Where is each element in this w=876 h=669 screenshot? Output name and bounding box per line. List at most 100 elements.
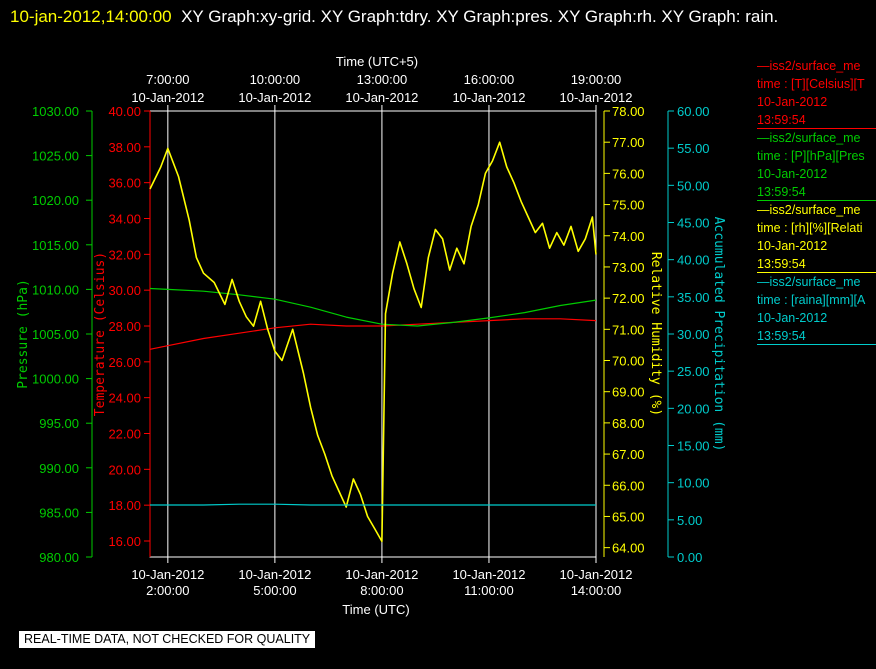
x-top-tick-label-time: 10:00:00 xyxy=(250,72,301,87)
legend-entry-rule xyxy=(757,344,876,345)
precipitation-tick-label: 40.00 xyxy=(677,253,710,268)
precipitation-tick-label: 50.00 xyxy=(677,178,710,193)
temperature-axis-label: Temperature (Celsius) xyxy=(93,252,108,416)
x-top-tick-label-date: 10-Jan-2012 xyxy=(452,90,525,105)
temperature-tick-label: 40.00 xyxy=(108,104,141,119)
pressure-tick-label: 1005.00 xyxy=(32,327,79,342)
humidity-tick-label: 76.00 xyxy=(612,166,645,181)
legend-entry: —iss2/surface_me time : [T][Celsius][T 10-… xyxy=(757,57,876,129)
precipitation-tick-label: 10.00 xyxy=(677,476,710,491)
pressure-tick-label: 995.00 xyxy=(39,416,79,431)
quality-disclaimer: REAL-TIME DATA, NOT CHECKED FOR QUALITY xyxy=(19,631,316,648)
plot-frame xyxy=(149,110,597,558)
humidity-tick-label: 72.00 xyxy=(612,291,645,306)
legend-entry-line3: 10-Jan-2012 xyxy=(757,167,828,181)
pressure-tick-label: 1015.00 xyxy=(32,238,79,253)
temperature-tick-label: 38.00 xyxy=(108,140,141,155)
legend-entry-line1: —iss2/surface_me xyxy=(757,131,861,145)
legend-entry-line2: time : [raina][mm][A xyxy=(757,293,866,307)
x-top-tick-label-date: 10-Jan-2012 xyxy=(345,90,418,105)
precipitation-tick-label: 5.00 xyxy=(677,513,702,528)
humidity-tick-label: 75.00 xyxy=(612,198,645,213)
pressure-series-line xyxy=(149,287,597,327)
temperature-tick-label: 36.00 xyxy=(108,176,141,191)
temperature-tick-label: 16.00 xyxy=(108,534,141,549)
temperature-tick-label: 18.00 xyxy=(108,498,141,513)
pressure-tick-label: 990.00 xyxy=(39,461,79,476)
temperature-tick-label: 24.00 xyxy=(108,391,141,406)
x-tick-label-time: 5:00:00 xyxy=(253,583,296,598)
x-top-tick-label-time: 13:00:00 xyxy=(357,72,408,87)
legend-entry-line4: 13:59:54 xyxy=(757,113,806,127)
humidity-axis-label: Relative Humidity (%) xyxy=(648,252,663,416)
humidity-tick-label: 65.00 xyxy=(612,509,645,524)
humidity-tick-label: 67.00 xyxy=(612,447,645,462)
precipitation-tick-label: 60.00 xyxy=(677,104,710,119)
x-tick-label-time: 14:00:00 xyxy=(571,583,622,598)
precipitation-axis-label: Accumulated Precipitation (mm) xyxy=(711,217,726,452)
temperature-tick-label: 22.00 xyxy=(108,427,141,442)
pressure-tick-label: 980.00 xyxy=(39,550,79,565)
legend-entry-line3: 10-Jan-2012 xyxy=(757,239,828,253)
graph-list-title: XY Graph:xy-grid. XY Graph:tdry. XY Grap… xyxy=(181,7,779,26)
pressure-tick-label: 1000.00 xyxy=(32,372,79,387)
precipitation-tick-label: 15.00 xyxy=(677,439,710,454)
legend-entry-rule xyxy=(757,272,876,273)
precipitation-tick-label: 35.00 xyxy=(677,290,710,305)
temperature-tick-label: 28.00 xyxy=(108,319,141,334)
legend-entry-line2: time : [P][hPa][Pres xyxy=(757,149,865,163)
legend-entry-line2: time : [T][Celsius][T xyxy=(757,77,865,91)
legend-entry-line4: 13:59:54 xyxy=(757,257,806,271)
x-top-tick-label-date: 10-Jan-2012 xyxy=(238,90,311,105)
humidity-series-line xyxy=(149,141,597,543)
precipitation-tick-label: 25.00 xyxy=(677,364,710,379)
temperature-tick-label: 30.00 xyxy=(108,283,141,298)
temperature-series-line xyxy=(149,318,597,350)
x-tick-label-date: 10-Jan-2012 xyxy=(238,567,311,582)
graph-timestamp: 10-jan-2012,14:00:00 xyxy=(10,7,172,26)
x-top-tick-label-time: 7:00:00 xyxy=(146,72,189,87)
humidity-tick-label: 66.00 xyxy=(612,478,645,493)
temperature-tick-label: 34.00 xyxy=(108,212,141,227)
pressure-tick-label: 1020.00 xyxy=(32,193,79,208)
legend-entry-line3: 10-Jan-2012 xyxy=(757,311,828,325)
precipitation-tick-label: 45.00 xyxy=(677,216,710,231)
x-tick-label-date: 10-Jan-2012 xyxy=(452,567,525,582)
pressure-tick-label: 1010.00 xyxy=(32,282,79,297)
x-top-tick-label-date: 10-Jan-2012 xyxy=(131,90,204,105)
humidity-tick-label: 68.00 xyxy=(612,416,645,431)
legend-entry-line4: 13:59:54 xyxy=(757,185,806,199)
precipitation-series-line xyxy=(150,503,596,506)
x-tick-label-time: 2:00:00 xyxy=(146,583,189,598)
humidity-tick-label: 70.00 xyxy=(612,354,645,369)
humidity-tick-label: 69.00 xyxy=(612,385,645,400)
humidity-tick-label: 77.00 xyxy=(612,135,645,150)
legend-entry-line1: —iss2/surface_me xyxy=(757,275,861,289)
pressure-tick-label: 1025.00 xyxy=(32,149,79,164)
precipitation-tick-label: 30.00 xyxy=(677,327,710,342)
x-tick-label-date: 10-Jan-2012 xyxy=(131,567,204,582)
x-tick-label-time: 11:00:00 xyxy=(464,583,514,598)
legend-entry-line1: —iss2/surface_me xyxy=(757,203,861,217)
legend-entry-rule xyxy=(757,128,876,129)
x-tick-label-date: 10-Jan-2012 xyxy=(560,567,633,582)
humidity-tick-label: 64.00 xyxy=(612,541,645,556)
precipitation-tick-label: 55.00 xyxy=(677,141,710,156)
legend-entry-line3: 10-Jan-2012 xyxy=(757,95,828,109)
legend-entry-rule xyxy=(757,200,876,201)
humidity-tick-label: 73.00 xyxy=(612,260,645,275)
x-top-tick-label-date: 10-Jan-2012 xyxy=(560,90,633,105)
x-top-tick-label-time: 19:00:00 xyxy=(571,72,622,87)
humidity-tick-label: 78.00 xyxy=(612,104,645,119)
precipitation-tick-label: 0.00 xyxy=(677,550,702,565)
pressure-tick-label: 985.00 xyxy=(39,505,79,520)
x-axis-label: Time (UTC) xyxy=(342,602,409,617)
temperature-tick-label: 20.00 xyxy=(108,462,141,477)
graph-title-bar: 10-jan-2012,14:00:00 XY Graph:xy-grid. X… xyxy=(10,2,860,31)
legend-entry-line4: 13:59:54 xyxy=(757,329,806,343)
pressure-axis-label: Pressure (hPa) xyxy=(16,279,31,389)
temperature-tick-label: 26.00 xyxy=(108,355,141,370)
legend-entry-line2: time : [rh][%][Relati xyxy=(757,221,863,235)
